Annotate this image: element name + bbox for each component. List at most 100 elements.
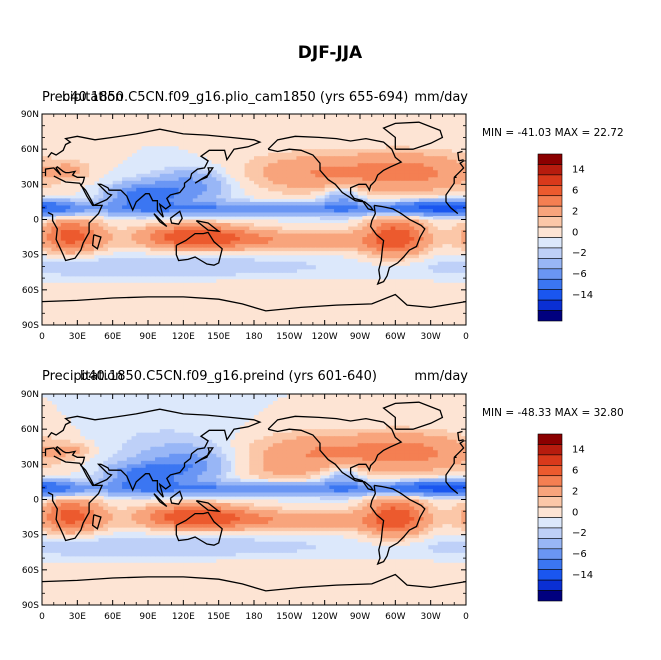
lat-tick-label: 60N: [21, 425, 39, 435]
lon-tick-label: 0: [463, 612, 469, 622]
precip-anomaly-field: [42, 394, 466, 605]
lat-tick-label: 60N: [21, 145, 39, 155]
colorbar: 14 6 2 0 −2 −6 −14: [537, 433, 593, 602]
colorbar-box: [537, 258, 563, 270]
lon-tick-label: 120E: [172, 612, 195, 622]
colorbar-box: [537, 299, 563, 311]
lon-tick-label: 0: [39, 332, 45, 342]
lon-tick-label: 180: [245, 332, 262, 342]
coastline: [267, 135, 403, 212]
panel-case-label: b40.1850.C5CN.f09_g16.preind (yrs 601-64…: [80, 369, 377, 384]
lon-tick-label: 180: [245, 612, 262, 622]
lon-tick-label: 150W: [276, 332, 302, 342]
coastline: [42, 293, 466, 312]
coastlines: [42, 121, 466, 312]
colorbar-box: [537, 465, 563, 477]
coastline: [91, 234, 102, 250]
lat-tick-label: 0: [33, 496, 39, 506]
colorbar-box: [537, 205, 563, 217]
panel-min-max: MIN = -48.33 MAX = 32.80: [482, 407, 624, 419]
lon-tick-label: 150E: [207, 612, 230, 622]
colorbar-box: [537, 517, 563, 529]
colorbar-tick-label: 0: [572, 507, 578, 518]
lon-tick-label: 150W: [276, 612, 302, 622]
coastline: [267, 415, 403, 492]
colorbar-box: [537, 527, 563, 539]
lat-tick-label: 90N: [21, 390, 39, 400]
lon-tick-label: 30E: [69, 332, 86, 342]
map-panel-plio: Precipitation b40.1850.C5CN.f09_g16.plio…: [21, 90, 624, 342]
lat-tick-label: 90S: [22, 601, 39, 611]
coastline: [175, 231, 223, 266]
colorbar-tick-label: 6: [572, 186, 578, 197]
colorbar-box: [537, 558, 563, 570]
coastline: [153, 213, 168, 228]
colorbar-tick-label: 0: [572, 227, 578, 238]
lon-tick-label: 30W: [420, 612, 440, 622]
colorbar-box: [537, 475, 563, 487]
lat-tick-label: 30S: [22, 531, 39, 541]
colorbar-tick-label: −2: [572, 248, 587, 259]
coastline: [195, 220, 221, 233]
lat-tick-label: 90S: [22, 321, 39, 331]
colorbar-tick-label: 14: [572, 445, 585, 456]
colorbar-tick-label: 6: [572, 466, 578, 477]
colorbar-box: [537, 590, 563, 602]
figure-title: DJF-JJA: [298, 43, 363, 63]
lon-tick-label: 120W: [312, 332, 338, 342]
coastline: [175, 511, 223, 546]
colorbar-box: [537, 579, 563, 591]
lon-tick-label: 150E: [207, 332, 230, 342]
lon-tick-label: 60W: [385, 612, 405, 622]
colorbar-tick-label: −6: [572, 269, 587, 280]
lon-tick-label: 90E: [139, 612, 156, 622]
colorbar-box: [537, 496, 563, 508]
coastline: [382, 401, 444, 430]
lon-tick-label: 90W: [350, 332, 370, 342]
lon-tick-label: 60E: [104, 332, 121, 342]
coastline: [91, 514, 102, 530]
colorbar-box: [537, 506, 563, 518]
coastline: [369, 484, 426, 566]
panel-variable-label: Precipitation: [42, 369, 123, 384]
map-panel-preind: Precipitation b40.1850.C5CN.f09_g16.prei…: [21, 369, 624, 622]
colorbar-box: [537, 444, 563, 456]
colorbar-tick-label: −6: [572, 549, 587, 560]
colorbar-tick-label: 2: [572, 486, 578, 497]
coastline: [42, 573, 466, 592]
colorbar-box: [537, 268, 563, 280]
lon-tick-label: 90W: [350, 612, 370, 622]
lon-tick-label: 120W: [312, 612, 338, 622]
coastline: [169, 210, 183, 225]
coastline: [369, 204, 426, 286]
colorbar-box: [537, 237, 563, 249]
colorbar-box: [537, 548, 563, 560]
coastline: [195, 500, 221, 513]
colorbar-box: [537, 289, 563, 301]
lat-tick-label: 30N: [21, 460, 39, 470]
colorbar-box: [537, 485, 563, 497]
colorbar-box: [537, 433, 563, 445]
coastline: [47, 175, 459, 262]
colorbar-box: [537, 226, 563, 238]
panel-units-label: mm/day: [414, 369, 468, 384]
lat-tick-label: 90N: [21, 110, 39, 120]
panel-units-label: mm/day: [414, 90, 468, 105]
coastline: [153, 493, 168, 508]
lon-tick-label: 120E: [172, 332, 195, 342]
colorbar-tick-label: −14: [572, 570, 593, 581]
lat-tick-label: 30N: [21, 180, 39, 190]
lon-tick-label: 60W: [385, 332, 405, 342]
lon-tick-label: 60E: [104, 612, 121, 622]
colorbar-tick-label: 2: [572, 206, 578, 217]
colorbar: 14 6 2 0 −2 −6 −14: [537, 153, 593, 322]
coastline: [457, 150, 464, 162]
coastlines: [42, 401, 466, 592]
lat-tick-label: 60S: [22, 286, 39, 296]
colorbar-box: [537, 153, 563, 165]
coastline: [194, 167, 215, 184]
coastline: [169, 490, 183, 505]
coastline: [382, 121, 444, 150]
coastline: [47, 455, 459, 542]
